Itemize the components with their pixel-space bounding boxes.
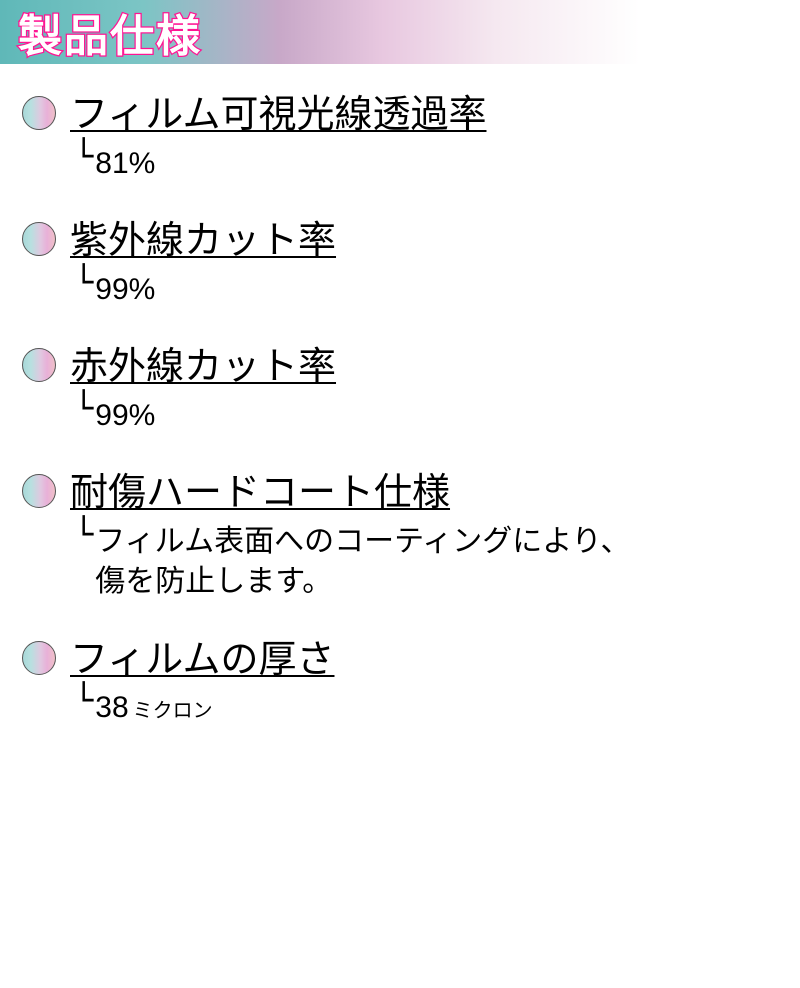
spec-value-row: └ フィルム表面へのコーティングにより、 傷を防止します。 — [70, 522, 778, 603]
spec-value: 99% — [95, 396, 155, 437]
spec-label: 紫外線カット率 — [70, 218, 778, 266]
spec-value-unit: ミクロン — [133, 700, 213, 722]
spec-item: 耐傷ハードコート仕様 └ フィルム表面へのコーティングにより、 傷を防止します。 — [22, 470, 778, 603]
spec-content: 赤外線カット率 └ 99% — [70, 344, 778, 436]
spec-content: フィルムの厚さ └ 38ミクロン — [70, 637, 778, 729]
spec-list: フィルム可視光線透過率 └ 81% 紫外線カット率 └ 99% 赤外線カット率 … — [0, 64, 800, 729]
spec-value: 99% — [95, 270, 155, 311]
spec-value-row: └ 99% — [70, 270, 778, 311]
spec-value-number: 38 — [95, 691, 128, 724]
corner-mark-icon: └ — [74, 392, 93, 424]
bullet-icon — [22, 474, 56, 508]
corner-mark-icon: └ — [74, 518, 93, 550]
spec-label: フィルムの厚さ — [70, 637, 778, 685]
spec-value-row: └ 81% — [70, 144, 778, 185]
spec-value: 38ミクロン — [95, 688, 212, 729]
page-title: 製品仕様 — [18, 0, 202, 64]
spec-value-row: └ 99% — [70, 396, 778, 437]
spec-value: フィルム表面へのコーティングにより、 傷を防止します。 — [95, 522, 630, 603]
spec-item: 赤外線カット率 └ 99% — [22, 344, 778, 436]
spec-item: 紫外線カット率 └ 99% — [22, 218, 778, 310]
bullet-icon — [22, 222, 56, 256]
bullet-icon — [22, 348, 56, 382]
spec-label: 赤外線カット率 — [70, 344, 778, 392]
spec-content: 紫外線カット率 └ 99% — [70, 218, 778, 310]
spec-item: フィルム可視光線透過率 └ 81% — [22, 92, 778, 184]
spec-content: フィルム可視光線透過率 └ 81% — [70, 92, 778, 184]
corner-mark-icon: └ — [74, 266, 93, 298]
spec-value: 81% — [95, 144, 155, 185]
spec-item: フィルムの厚さ └ 38ミクロン — [22, 637, 778, 729]
spec-label: フィルム可視光線透過率 — [70, 92, 778, 140]
bullet-icon — [22, 96, 56, 130]
spec-content: 耐傷ハードコート仕様 └ フィルム表面へのコーティングにより、 傷を防止します。 — [70, 470, 778, 603]
corner-mark-icon: └ — [74, 684, 93, 716]
spec-value-row: └ 38ミクロン — [70, 688, 778, 729]
spec-label: 耐傷ハードコート仕様 — [70, 470, 778, 518]
header-band: 製品仕様 — [0, 0, 800, 64]
bullet-icon — [22, 641, 56, 675]
corner-mark-icon: └ — [74, 140, 93, 172]
